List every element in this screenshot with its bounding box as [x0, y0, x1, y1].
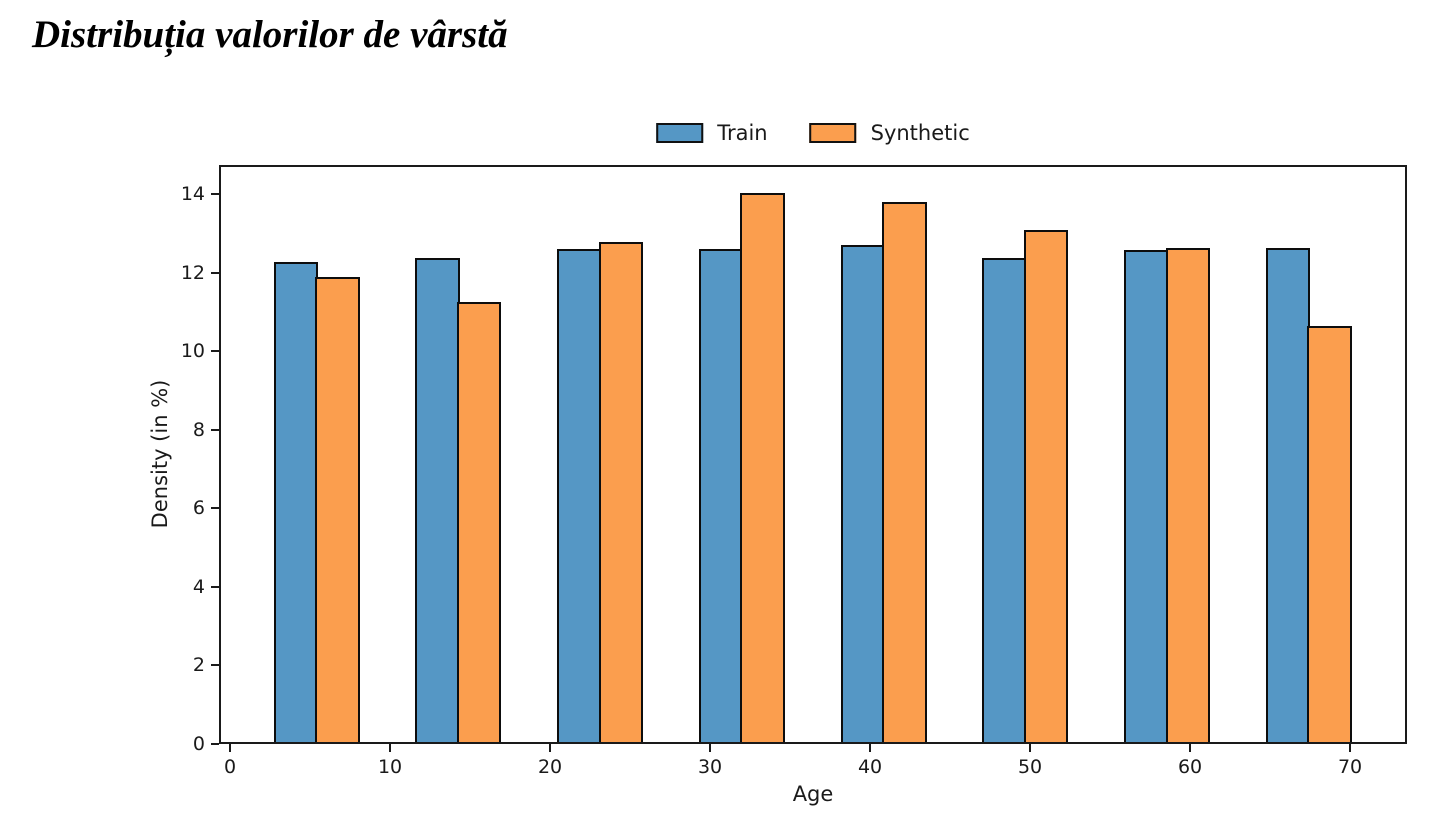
bar-synthetic-group-2 — [456, 301, 502, 744]
axes-spines — [219, 165, 1407, 744]
synthetic-swatch-icon — [809, 123, 857, 143]
legend-label-synthetic: Synthetic — [870, 121, 970, 145]
y-tick-label-0: 0 — [192, 733, 205, 755]
y-tick-mark-2 — [211, 664, 219, 667]
bar-synthetic-group-7 — [1165, 247, 1211, 744]
bar-train-group-2 — [415, 257, 460, 744]
x-tick-label-20: 20 — [537, 756, 563, 778]
bar-synthetic-group-6 — [1023, 230, 1069, 744]
y-tick-label-6: 6 — [192, 497, 205, 520]
bar-train-group-5 — [840, 245, 886, 744]
x-axis-label: Age — [792, 782, 834, 806]
y-tick-mark-4 — [211, 585, 219, 588]
bar-train-group-3 — [557, 249, 602, 744]
y-tick-mark-0 — [211, 743, 219, 745]
bar-train-group-8 — [1265, 248, 1311, 744]
legend: Train Synthetic — [656, 118, 970, 148]
y-tick-label-8: 8 — [192, 418, 205, 441]
bar-synthetic-group-5 — [882, 202, 927, 744]
x-tick-label-0: 0 — [223, 756, 237, 778]
x-axis-tick-labels: 0 10 20 30 40 50 60 70 — [0, 756, 1443, 786]
y-tick-label-2: 2 — [192, 654, 205, 677]
x-tick-label-10: 10 — [377, 756, 403, 778]
bar-synthetic-group-3 — [598, 241, 644, 744]
x-tick-mark-20 — [549, 744, 552, 752]
x-tick-mark-60 — [1189, 744, 1192, 752]
bar-synthetic-group-1 — [315, 276, 360, 744]
bar-train-group-7 — [1124, 250, 1169, 744]
train-swatch-icon — [656, 123, 704, 143]
x-tick-label-60: 60 — [1177, 756, 1203, 778]
chart-title: Distribuția valorilor de vârstă — [32, 13, 508, 56]
bar-train-group-6 — [982, 258, 1027, 744]
x-tick-label-50: 50 — [1017, 756, 1043, 778]
y-tick-label-4: 4 — [192, 575, 205, 598]
y-tick-label-14: 14 — [180, 183, 205, 206]
x-tick-mark-70 — [1349, 744, 1352, 752]
legend-label-train: Train — [717, 121, 768, 145]
x-tick-label-40: 40 — [857, 756, 883, 778]
y-tick-mark-12 — [211, 271, 219, 274]
bar-synthetic-group-8 — [1307, 325, 1352, 744]
y-axis-label: Density (in %) — [148, 379, 172, 529]
x-tick-mark-30 — [709, 744, 712, 752]
x-tick-label-30: 30 — [697, 756, 723, 778]
legend-item-synthetic: Synthetic — [809, 121, 970, 145]
y-tick-label-12: 12 — [180, 261, 205, 284]
y-tick-label-10: 10 — [180, 340, 205, 363]
y-tick-mark-8 — [211, 428, 219, 431]
y-tick-mark-6 — [211, 507, 219, 510]
bar-train-group-1 — [273, 262, 319, 744]
x-tick-mark-0 — [229, 744, 232, 752]
x-tick-mark-40 — [869, 744, 872, 752]
y-tick-mark-14 — [211, 193, 219, 196]
bar-train-group-4 — [698, 248, 744, 744]
x-tick-mark-10 — [389, 744, 392, 752]
y-tick-mark-10 — [211, 350, 219, 353]
plot-area — [211, 165, 1407, 752]
y-axis-tick-labels: 0 2 4 6 8 10 12 14 — [0, 0, 205, 825]
x-tick-mark-50 — [1029, 744, 1032, 752]
bar-synthetic-group-4 — [740, 193, 785, 744]
legend-item-train: Train — [656, 121, 768, 145]
x-tick-label-70: 70 — [1337, 756, 1363, 778]
